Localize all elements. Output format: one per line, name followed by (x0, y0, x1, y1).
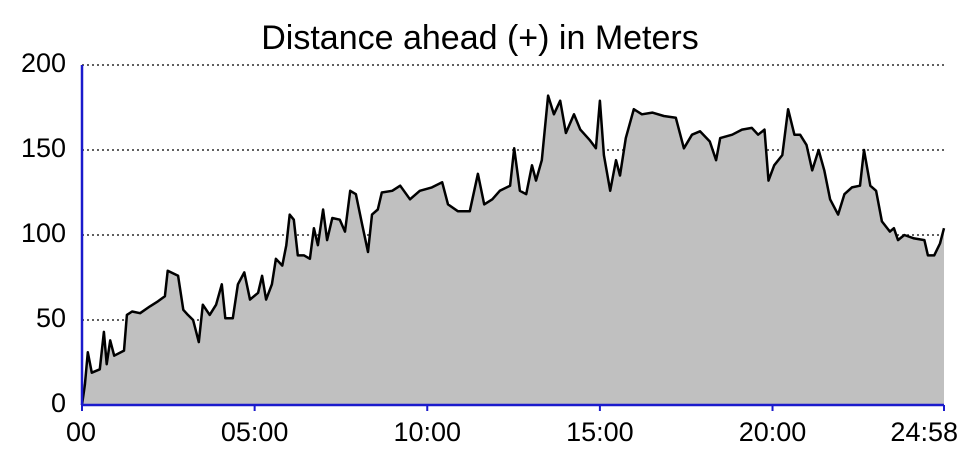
x-tick-label: 00 (66, 417, 96, 447)
x-tick-label: 10:00 (393, 417, 461, 447)
x-tick-label: 05:00 (221, 417, 289, 447)
x-tick-label: 24:58 (890, 417, 958, 447)
y-tick-label: 50 (36, 303, 66, 333)
y-tick-label: 200 (21, 48, 66, 78)
y-tick-label: 0 (51, 388, 66, 418)
x-tick-label: 15:00 (566, 417, 634, 447)
line (80, 94, 946, 406)
y-tick-label: 150 (21, 133, 66, 163)
y-tick-label: 100 (21, 218, 66, 248)
area (82, 95, 944, 405)
x-tick-label: 20:00 (739, 417, 807, 447)
chart-title: Distance ahead (+) in Meters (261, 19, 698, 57)
